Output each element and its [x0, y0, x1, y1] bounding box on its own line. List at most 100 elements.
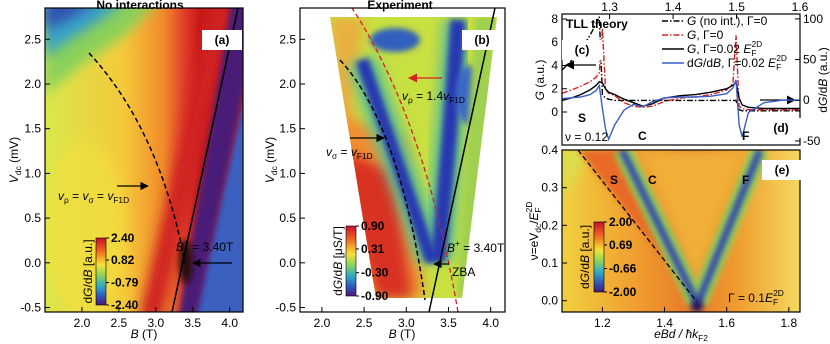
x-axis-label-part: eBd / ħk — [654, 327, 699, 341]
x-axis-label-part: (T) — [139, 327, 158, 341]
panel-label-box — [462, 30, 502, 50]
colorbar-label-part: [a.u.] — [578, 225, 592, 255]
y-tick-label: 2.0 — [279, 77, 296, 91]
y-tick-label: 0.0 — [279, 256, 296, 270]
legend-label-part: E — [743, 42, 752, 56]
annotation-part: 2D — [773, 288, 784, 298]
y-tick-label: 0.4 — [541, 143, 558, 157]
y-tick-label: 2 — [551, 82, 558, 96]
annotation: F — [742, 173, 749, 187]
heatmap-e — [562, 150, 800, 312]
x-tick-label: 2.5 — [111, 316, 128, 330]
y-axis-label-part: dc — [269, 166, 279, 175]
x-tick-label: 3.0 — [147, 316, 164, 330]
y-tick-label: 6 — [551, 35, 558, 49]
legend-label-part: G — [687, 28, 696, 42]
colorbar-tick-label: -0.90 — [361, 289, 389, 303]
y2-axis-label-part: d — [816, 106, 830, 113]
plot-frame — [299, 7, 506, 313]
x2-tick-label: 1.6 — [792, 0, 809, 14]
y-axis-label-part: V — [7, 174, 21, 183]
colorbar-tick-label: 2.40 — [111, 231, 135, 245]
annotation-part: + — [455, 238, 460, 248]
colorbar-tick-label: 0.31 — [361, 242, 385, 256]
panel-label: (e) — [775, 163, 790, 177]
y-tick-label: 1.0 — [24, 166, 41, 180]
colorbar-label-part: d — [331, 289, 345, 296]
annotation-part: = — [69, 189, 83, 203]
colorbar-tick-label: -2.00 — [609, 285, 637, 299]
y-tick-label: 0 — [551, 105, 558, 119]
x-tick-label: 2.5 — [356, 316, 373, 330]
colorbar-label-part: d — [578, 282, 592, 289]
x-tick-label: 1.6 — [718, 316, 735, 330]
panel-title: No interactions — [96, 0, 184, 12]
x-tick-label: 2.0 — [314, 316, 331, 330]
y-tick-label: 2.5 — [279, 32, 296, 46]
x-axis-label-part: F2 — [698, 333, 708, 343]
annotation-part: B — [447, 241, 455, 255]
y-tick-label: 1.5 — [24, 122, 41, 136]
y2-axis-label-part: G — [816, 97, 830, 106]
colorbar-label-part: G — [331, 280, 345, 289]
legend-label-part: 2D — [776, 53, 787, 63]
annotation: Γ = 0.1EF2D — [728, 288, 784, 307]
annotation-part: = 3.40T — [189, 240, 234, 254]
annotation: vσ = vF1D — [326, 145, 373, 161]
x-tick-label: 1.8 — [780, 316, 797, 330]
annotation: vρ = vσ = vF1D — [58, 189, 129, 205]
annotation: C — [638, 129, 647, 143]
y2-tick-label: 0 — [803, 93, 810, 107]
y-tick-label: 4 — [551, 58, 558, 72]
legend-label: G (no int.), Γ=0 — [687, 14, 768, 28]
y-axis-label-part: dc — [533, 224, 543, 233]
colorbar-label: dG/dB [a.u.] — [81, 239, 95, 303]
annotation: ZBA — [452, 265, 475, 279]
annotation-part: = — [337, 145, 351, 159]
x-tick-label: 3.5 — [184, 316, 201, 330]
legend-label-part: d — [687, 56, 694, 70]
panel-label-box — [762, 160, 802, 180]
y-axis-label-part: (a.u.) — [533, 60, 547, 91]
colorbar-tick-label: -0.30 — [361, 266, 389, 280]
legend-label: G, Γ=0 — [687, 28, 724, 42]
legend-label-part: G — [687, 14, 696, 28]
annotation-part: σ — [332, 151, 338, 161]
y-axis-label-part: G — [533, 91, 547, 100]
x-axis-label-part: B — [389, 327, 397, 341]
y-tick-label: -0.5 — [20, 301, 41, 315]
y-axis-label-part: F — [533, 207, 543, 212]
y2-axis-label: dG/dB (a.u.) — [816, 47, 830, 112]
colorbar-tick-label: -0.79 — [111, 276, 139, 290]
panel-label: (b) — [474, 33, 489, 47]
colorbar — [593, 221, 605, 293]
y-tick-label: 0.2 — [541, 218, 558, 232]
colorbar-tick-label: 0.69 — [609, 238, 633, 252]
legend-label-part: 2D — [751, 39, 762, 49]
colorbar-tick-label: 2.00 — [609, 215, 633, 229]
annotation-part: v — [443, 89, 450, 103]
y-axis-label: Vdc (mV) — [263, 137, 279, 183]
legend-label-part: , Γ=0.02 — [721, 56, 768, 70]
colorbar — [345, 225, 357, 297]
panel-label: (c) — [575, 43, 590, 57]
y2-axis-label-part: /d — [816, 87, 830, 97]
annotation: F — [742, 129, 749, 143]
panel-label: (d) — [773, 121, 788, 135]
y-axis-label: G (a.u.) — [533, 60, 547, 101]
x-tick-label: 1.4 — [656, 316, 673, 330]
colorbar-tick-label: 0.90 — [361, 219, 385, 233]
y-axis-label-part: (mV) — [263, 137, 277, 166]
x-axis-label: B (T) — [131, 327, 158, 341]
colorbar-label-part: B — [81, 269, 95, 277]
legend-label-part: (no int.), Γ=0 — [696, 14, 767, 28]
colorbar-label-part: /d — [81, 278, 95, 288]
series-line — [562, 28, 800, 111]
legend-label-part: /d — [703, 56, 713, 70]
x-tick-label: 3.5 — [440, 316, 457, 330]
y2-axis-label-part: (a.u.) — [816, 47, 830, 78]
annotation-part: = 3.40T — [460, 241, 505, 255]
colorbar-label-part: [a.u.] — [81, 239, 95, 269]
annotation: B+ = 3.40T — [176, 237, 234, 254]
